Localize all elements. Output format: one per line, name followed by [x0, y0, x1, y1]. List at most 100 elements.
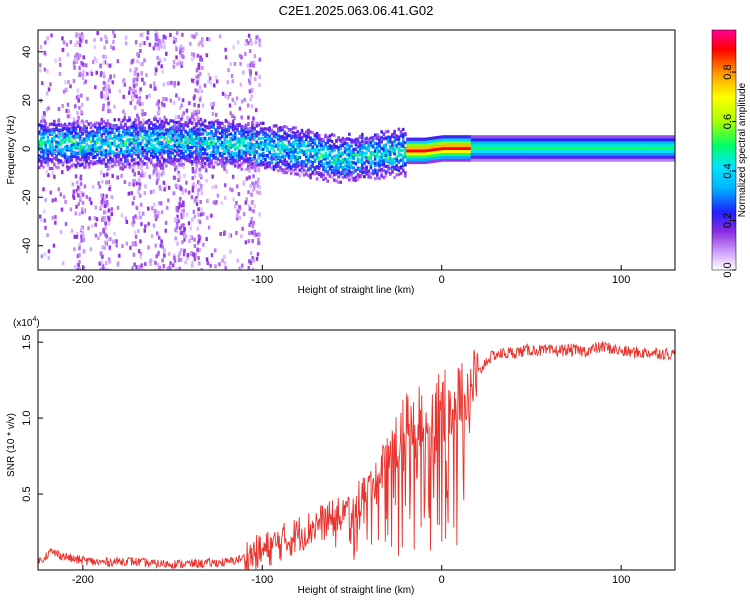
heatmap-cell [481, 138, 485, 142]
heatmap-cell [563, 158, 566, 162]
heatmap-cell [345, 160, 349, 164]
heatmap-cell [363, 166, 366, 171]
heatmap-cell [223, 166, 226, 171]
heatmap-marks [38, 30, 675, 270]
heatmap-cell [193, 102, 196, 107]
heatmap-cell [444, 152, 448, 156]
heatmap-cell [632, 152, 635, 156]
heatmap-cell [332, 161, 336, 165]
heatmap-cell [223, 183, 227, 188]
heatmap-cell [401, 154, 405, 158]
heatmap-cell [258, 75, 261, 80]
heatmap-cell [167, 156, 170, 160]
heatmap-cell [141, 138, 144, 142]
heatmap-cell [182, 188, 186, 193]
heatmap-cell [218, 161, 222, 165]
heatmap-cell [172, 253, 176, 258]
heatmap-cell [328, 151, 332, 155]
heatmap-cell [102, 86, 105, 91]
heatmap-cell [539, 143, 543, 148]
heatmap-cell [210, 134, 213, 139]
heatmap-cell [255, 163, 259, 167]
heatmap-cell [180, 203, 183, 208]
heatmap-cell [104, 96, 108, 101]
heatmap-cell [352, 139, 355, 143]
heatmap-cell [149, 258, 153, 263]
heatmap-cell [565, 155, 569, 159]
heatmap-cell [257, 167, 261, 171]
heatmap-cell [266, 137, 269, 141]
heatmap-cell [460, 143, 463, 148]
heatmap-cell [109, 148, 112, 152]
heatmap-cell [61, 103, 64, 108]
heatmap-cell [223, 151, 226, 156]
heatmap-cell [453, 135, 457, 139]
heatmap-cell [223, 195, 227, 200]
heatmap-cell [483, 158, 487, 162]
heatmap-cell [363, 161, 366, 165]
heatmap-cell [173, 128, 177, 133]
heatmap-cell [111, 128, 114, 132]
heatmap-cell [143, 126, 147, 130]
heatmap-cell [358, 169, 362, 173]
heatmap-cell [183, 248, 186, 253]
heatmap-cell [283, 146, 287, 150]
heatmap-cell [197, 180, 200, 185]
heatmap-cell [309, 164, 312, 168]
heatmap-cell [196, 240, 200, 245]
heatmap-cell [100, 133, 104, 137]
heatmap-cell [184, 158, 188, 163]
heatmap-cell [229, 124, 233, 128]
heatmap-cell [244, 167, 248, 171]
heatmap-cell [117, 155, 121, 159]
heatmap-cell [582, 143, 586, 148]
heatmap-cell [110, 212, 114, 217]
heatmap-cell [61, 161, 65, 165]
heatmap-cell [576, 155, 579, 159]
heatmap-cell [627, 143, 631, 148]
heatmap-cell [311, 160, 315, 165]
heatmap-cell [324, 151, 327, 156]
heatmap-cell [129, 245, 132, 250]
heatmap-cell [238, 154, 241, 158]
heatmap-cell [196, 192, 200, 197]
heatmap-cell [102, 153, 106, 157]
heatmap-cell [76, 161, 80, 165]
heatmap-cell [82, 249, 86, 254]
heatmap-cell [496, 146, 500, 151]
heatmap-cell [483, 141, 487, 145]
heatmap-cell [578, 149, 582, 153]
heatmap-cell [190, 145, 194, 150]
heatmap-cell [386, 170, 390, 174]
heatmap-cell [483, 146, 487, 151]
heatmap-cell [169, 261, 172, 266]
heatmap-cell [533, 149, 536, 153]
heatmap-cell [137, 53, 141, 58]
heatmap-cell [154, 127, 157, 132]
heatmap-cell [197, 141, 201, 146]
heatmap-cell [466, 152, 470, 156]
heatmap-cell [617, 146, 620, 151]
heatmap-cell [384, 143, 388, 147]
heatmap-cell [578, 143, 582, 148]
heatmap-cell [524, 138, 528, 142]
heatmap-cell [175, 55, 178, 60]
heatmap-cell [145, 157, 149, 161]
heatmap-cell [429, 151, 433, 155]
heatmap-cell [195, 75, 198, 80]
heatmap-cell [77, 148, 80, 153]
heatmap-cell [176, 208, 179, 213]
heatmap-cell [608, 158, 612, 162]
heatmap-cell [143, 129, 147, 133]
heatmap-cell [539, 158, 543, 162]
heatmap-cell [137, 123, 140, 127]
heatmap-cell [572, 146, 575, 151]
heatmap-cell [162, 34, 166, 39]
heatmap-cell [330, 156, 334, 160]
heatmap-cell [423, 160, 427, 165]
heatmap-cell [208, 164, 211, 168]
heatmap-cell [341, 143, 345, 148]
heatmap-cell [206, 260, 210, 265]
heatmap-cell [567, 155, 571, 159]
heatmap-cell [253, 136, 256, 141]
